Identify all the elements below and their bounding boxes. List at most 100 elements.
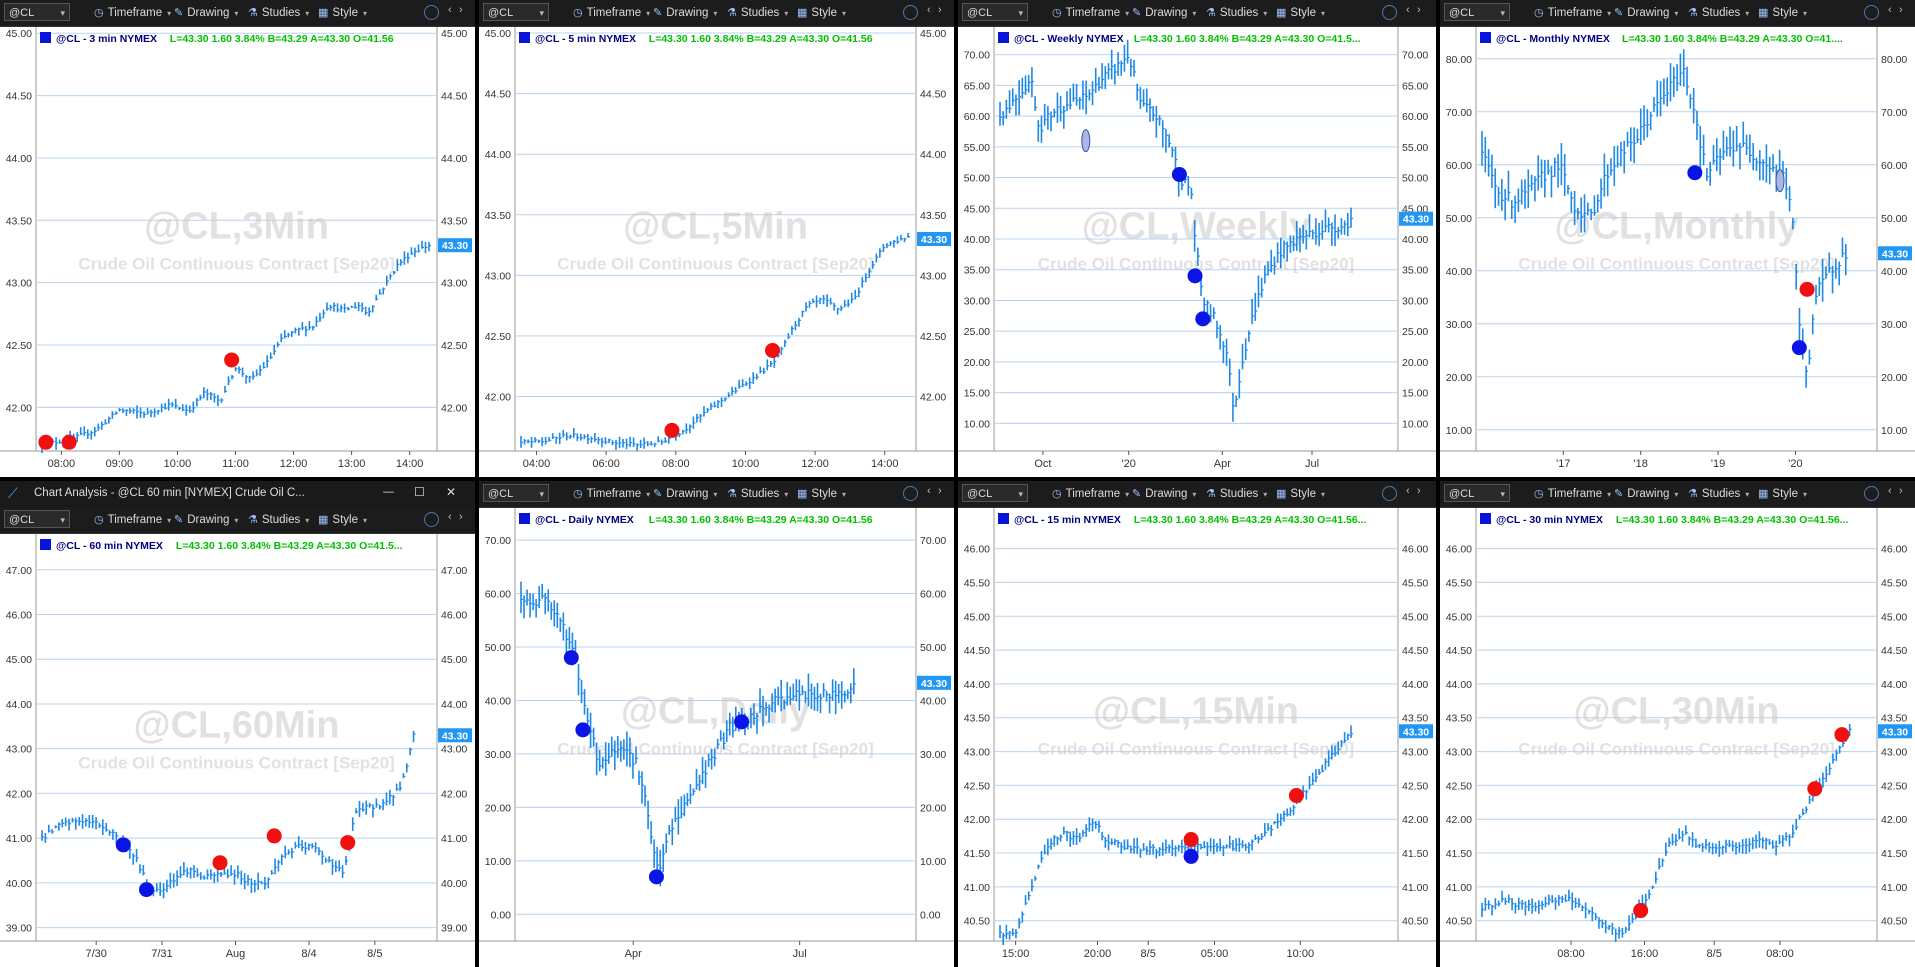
- scroll-left-icon[interactable]: ‹: [448, 4, 452, 16]
- sync-icon[interactable]: [903, 5, 918, 20]
- sync-icon[interactable]: [903, 486, 918, 501]
- timeframe-button[interactable]: ◷ Timeframe ▾: [1052, 4, 1129, 22]
- style-button[interactable]: ▦ Style ▾: [797, 4, 846, 22]
- studies-button[interactable]: ⚗ Studies ▾: [248, 4, 309, 22]
- symbol-selector[interactable]: @CL ▾: [1444, 484, 1510, 502]
- scroll-left-icon[interactable]: ‹: [1888, 485, 1892, 497]
- sell-marker[interactable]: [664, 422, 680, 438]
- sell-marker[interactable]: [212, 855, 228, 871]
- chart-60min[interactable]: 47.00 47.00 46.00 46.00 45.00 45.00 44.00 44.00…: [0, 534, 475, 967]
- scroll-left-icon[interactable]: ‹: [927, 485, 931, 497]
- sell-marker[interactable]: [1288, 788, 1304, 804]
- sync-icon[interactable]: [1382, 5, 1397, 20]
- timeframe-button[interactable]: ◷ Timeframe ▾: [1052, 485, 1129, 503]
- sell-marker[interactable]: [224, 352, 240, 368]
- buy-marker[interactable]: [648, 869, 664, 885]
- style-button[interactable]: ▦ Style ▾: [797, 485, 846, 503]
- symbol-selector[interactable]: @CL ▾: [483, 484, 549, 502]
- sell-marker[interactable]: [1799, 281, 1815, 297]
- studies-button[interactable]: ⚗ Studies ▾: [1688, 485, 1749, 503]
- symbol-selector[interactable]: @CL ▾: [962, 484, 1028, 502]
- drawing-button[interactable]: ✎ Drawing ▾: [174, 4, 238, 22]
- sell-marker[interactable]: [38, 434, 54, 450]
- sell-marker[interactable]: [1834, 727, 1850, 743]
- style-button[interactable]: ▦ Style ▾: [1276, 485, 1325, 503]
- annotation-ellipse[interactable]: [1775, 169, 1785, 193]
- buy-marker[interactable]: [138, 882, 154, 898]
- series-color-swatch[interactable]: [998, 32, 1009, 43]
- sell-marker[interactable]: [1183, 832, 1199, 848]
- timeframe-button[interactable]: ◷ Timeframe ▾: [1534, 4, 1611, 22]
- sell-marker[interactable]: [1807, 781, 1823, 797]
- scroll-right-icon[interactable]: ›: [459, 4, 463, 16]
- scroll-right-icon[interactable]: ›: [1899, 4, 1903, 16]
- buy-marker[interactable]: [575, 722, 591, 738]
- studies-button[interactable]: ⚗ Studies ▾: [1206, 485, 1267, 503]
- symbol-selector[interactable]: @CL ▾: [4, 3, 70, 21]
- buy-marker[interactable]: [115, 837, 131, 853]
- buy-marker[interactable]: [1183, 848, 1199, 864]
- chart-15min[interactable]: 46.00 46.00 45.50 45.50 45.00 45.00 44.50 44.50…: [958, 508, 1436, 967]
- sell-marker[interactable]: [340, 835, 356, 851]
- sell-marker[interactable]: [61, 434, 77, 450]
- buy-marker[interactable]: [1171, 166, 1187, 182]
- scroll-left-icon[interactable]: ‹: [448, 511, 452, 523]
- scroll-left-icon[interactable]: ‹: [1888, 4, 1892, 16]
- buy-marker[interactable]: [734, 714, 750, 730]
- drawing-button[interactable]: ✎ Drawing ▾: [653, 4, 717, 22]
- sell-marker[interactable]: [266, 828, 282, 844]
- series-color-swatch[interactable]: [1480, 513, 1491, 524]
- series-color-swatch[interactable]: [998, 513, 1009, 524]
- buy-marker[interactable]: [1195, 311, 1211, 327]
- chart-5min[interactable]: 45.00 45.00 44.50 44.50 44.00 44.00 43.50 43.50…: [479, 27, 954, 477]
- sync-icon[interactable]: [424, 512, 439, 527]
- chart-30min[interactable]: 46.00 46.00 45.50 45.50 45.00 45.00 44.50 44.50…: [1440, 508, 1915, 967]
- scroll-right-icon[interactable]: ›: [459, 511, 463, 523]
- timeframe-button[interactable]: ◷ Timeframe ▾: [573, 485, 650, 503]
- scroll-right-icon[interactable]: ›: [1417, 4, 1421, 16]
- chart-3min[interactable]: 45.00 45.00 44.50 44.50 44.00 44.00 43.50 43.50…: [0, 27, 475, 477]
- drawing-button[interactable]: ✎ Drawing ▾: [1132, 485, 1196, 503]
- studies-button[interactable]: ⚗ Studies ▾: [1688, 4, 1749, 22]
- scroll-right-icon[interactable]: ›: [1899, 485, 1903, 497]
- series-color-swatch[interactable]: [1480, 32, 1491, 43]
- series-color-swatch[interactable]: [519, 32, 530, 43]
- chart-monthly[interactable]: 80.00 80.00 70.00 70.00 60.00 60.00 50.00 50.00…: [1440, 27, 1915, 477]
- drawing-button[interactable]: ✎ Drawing ▾: [174, 511, 238, 529]
- style-button[interactable]: ▦ Style ▾: [1276, 4, 1325, 22]
- minimize-icon[interactable]: —: [383, 486, 394, 498]
- buy-marker[interactable]: [1687, 165, 1703, 181]
- style-button[interactable]: ▦ Style ▾: [1758, 485, 1807, 503]
- scroll-left-icon[interactable]: ‹: [927, 4, 931, 16]
- style-button[interactable]: ▦ Style ▾: [318, 511, 367, 529]
- series-color-swatch[interactable]: [40, 539, 51, 550]
- drawing-button[interactable]: ✎ Drawing ▾: [1132, 4, 1196, 22]
- timeframe-button[interactable]: ◷ Timeframe ▾: [1534, 485, 1611, 503]
- series-color-swatch[interactable]: [40, 32, 51, 43]
- studies-button[interactable]: ⚗ Studies ▾: [1206, 4, 1267, 22]
- scroll-right-icon[interactable]: ›: [1417, 485, 1421, 497]
- style-button[interactable]: ▦ Style ▾: [318, 4, 367, 22]
- timeframe-button[interactable]: ◷ Timeframe ▾: [94, 511, 171, 529]
- symbol-selector[interactable]: @CL ▾: [962, 3, 1028, 21]
- timeframe-button[interactable]: ◷ Timeframe ▾: [94, 4, 171, 22]
- drawing-button[interactable]: ✎ Drawing ▾: [1614, 4, 1678, 22]
- sell-marker[interactable]: [1633, 903, 1649, 919]
- buy-marker[interactable]: [1791, 340, 1807, 356]
- series-color-swatch[interactable]: [519, 513, 530, 524]
- sync-icon[interactable]: [424, 5, 439, 20]
- scroll-left-icon[interactable]: ‹: [1406, 485, 1410, 497]
- sell-marker[interactable]: [765, 342, 781, 358]
- chart-weekly[interactable]: 70.00 70.00 65.00 65.00 60.00 60.00 55.00 55.00…: [958, 27, 1436, 477]
- symbol-selector[interactable]: @CL ▾: [483, 3, 549, 21]
- studies-button[interactable]: ⚗ Studies ▾: [727, 4, 788, 22]
- symbol-selector[interactable]: @CL ▾: [4, 510, 70, 528]
- scroll-right-icon[interactable]: ›: [938, 4, 942, 16]
- buy-marker[interactable]: [1187, 268, 1203, 284]
- scroll-left-icon[interactable]: ‹: [1406, 4, 1410, 16]
- drawing-button[interactable]: ✎ Drawing ▾: [653, 485, 717, 503]
- chart-daily[interactable]: 70.00 70.00 60.00 60.00 50.00 50.00 40.00 40.00…: [479, 508, 954, 967]
- scroll-right-icon[interactable]: ›: [938, 485, 942, 497]
- drawing-button[interactable]: ✎ Drawing ▾: [1614, 485, 1678, 503]
- studies-button[interactable]: ⚗ Studies ▾: [727, 485, 788, 503]
